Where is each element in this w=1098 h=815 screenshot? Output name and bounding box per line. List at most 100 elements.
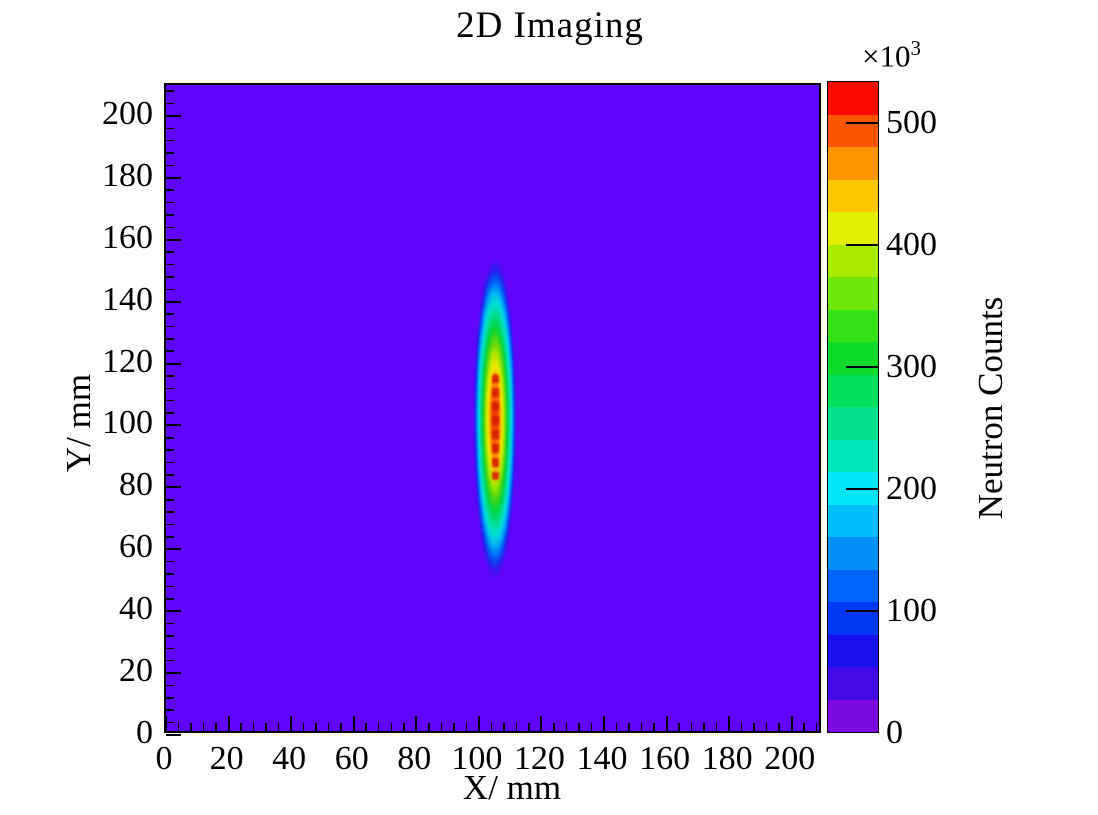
y-tick xyxy=(166,721,174,724)
chart-title: 2D Imaging xyxy=(456,5,644,46)
y-tick xyxy=(166,709,174,711)
colorbar-tick xyxy=(846,243,878,246)
x-tick xyxy=(177,723,180,731)
scale-exponent: 3 xyxy=(910,36,921,60)
x-tick xyxy=(340,723,342,731)
x-tick xyxy=(665,716,668,731)
y-tick xyxy=(166,622,174,625)
y-axis-title: Y/ mm xyxy=(59,373,98,473)
colorbar-tick-label: 100 xyxy=(886,591,937,629)
y-tick xyxy=(166,573,174,575)
y-tick xyxy=(166,598,174,600)
y-tick xyxy=(166,474,174,476)
x-tick xyxy=(565,723,568,731)
x-tick xyxy=(490,723,493,731)
x-tick xyxy=(703,723,705,731)
x-tick-label: 20 xyxy=(209,740,244,777)
colorbar-band xyxy=(828,439,878,472)
x-tick-label: 60 xyxy=(334,740,369,777)
y-tick xyxy=(166,511,174,513)
heatmap-plot-area xyxy=(164,83,821,736)
colorbar-tick-label: 0 xyxy=(886,714,903,751)
x-tick xyxy=(428,723,430,731)
x-tick-label: 140 xyxy=(576,740,628,777)
y-tick xyxy=(166,548,181,551)
y-tick xyxy=(166,300,181,303)
colorbar-band xyxy=(828,602,878,635)
y-tick-label: 40 xyxy=(119,590,153,628)
x-tick xyxy=(165,716,167,731)
y-tick xyxy=(166,437,174,439)
x-tick xyxy=(640,723,643,731)
colorbar-band xyxy=(828,82,878,115)
x-tick xyxy=(803,723,805,731)
y-tick xyxy=(166,214,174,216)
y-tick xyxy=(166,412,174,414)
y-tick xyxy=(166,486,181,489)
colorbar-tick xyxy=(846,121,878,124)
x-tick-label: 160 xyxy=(639,740,691,777)
y-tick xyxy=(166,189,174,191)
y-tick xyxy=(166,226,174,229)
x-tick xyxy=(678,723,680,731)
y-tick-label: 80 xyxy=(119,466,153,504)
x-tick-label: 120 xyxy=(513,740,565,777)
x-tick xyxy=(740,723,743,731)
y-tick xyxy=(166,684,174,687)
x-tick xyxy=(590,723,593,731)
x-tick-label: 0 xyxy=(155,740,173,777)
colorbar-band xyxy=(828,504,878,537)
y-tick-label: 0 xyxy=(136,714,153,751)
x-tick xyxy=(790,716,793,731)
x-tick xyxy=(815,723,818,731)
y-tick xyxy=(166,152,174,154)
x-tick xyxy=(327,723,330,731)
x-tick xyxy=(403,723,405,731)
y-tick xyxy=(166,461,174,464)
x-tick-label: 200 xyxy=(764,740,816,777)
y-tick xyxy=(166,139,174,142)
x-tick xyxy=(390,723,392,731)
colorbar-tick xyxy=(846,609,878,612)
y-tick-label: 60 xyxy=(119,528,153,566)
y-tick xyxy=(166,560,174,563)
colorbar-band xyxy=(828,374,878,407)
colorbar-band xyxy=(828,179,878,212)
colorbar-band xyxy=(828,114,878,147)
x-tick-label: 40 xyxy=(272,740,307,777)
colorbar-band xyxy=(828,667,878,700)
x-tick xyxy=(315,723,317,731)
y-tick xyxy=(166,659,174,662)
x-tick xyxy=(515,723,518,731)
x-tick xyxy=(352,716,355,731)
colorbar-tick-label: 300 xyxy=(886,347,937,385)
y-tick xyxy=(166,424,181,427)
colorbar-band xyxy=(828,342,878,375)
x-tick xyxy=(277,723,280,731)
y-tick xyxy=(166,313,174,315)
colorbar-band xyxy=(828,569,878,602)
y-tick xyxy=(166,734,181,736)
y-tick xyxy=(166,350,174,352)
x-tick xyxy=(628,723,630,731)
y-tick xyxy=(166,176,181,179)
colorbar-band xyxy=(828,244,878,277)
colorbar-band xyxy=(828,212,878,245)
colorbar-tick-label: 500 xyxy=(886,103,937,141)
x-tick xyxy=(690,723,693,731)
colorbar-tick xyxy=(846,365,878,368)
colorbar-band xyxy=(828,537,878,570)
x-tick xyxy=(415,716,418,731)
x-tick xyxy=(365,723,367,731)
colorbar-band xyxy=(828,407,878,440)
y-tick-label: 100 xyxy=(102,404,153,442)
colorbar xyxy=(827,81,879,733)
x-axis-title: X/ mm xyxy=(462,768,562,807)
x-tick xyxy=(615,723,618,731)
colorbar-tick-label: 400 xyxy=(886,225,937,263)
x-tick xyxy=(240,723,242,731)
x-tick xyxy=(377,723,380,731)
x-tick xyxy=(190,723,192,731)
x-tick xyxy=(252,723,255,731)
